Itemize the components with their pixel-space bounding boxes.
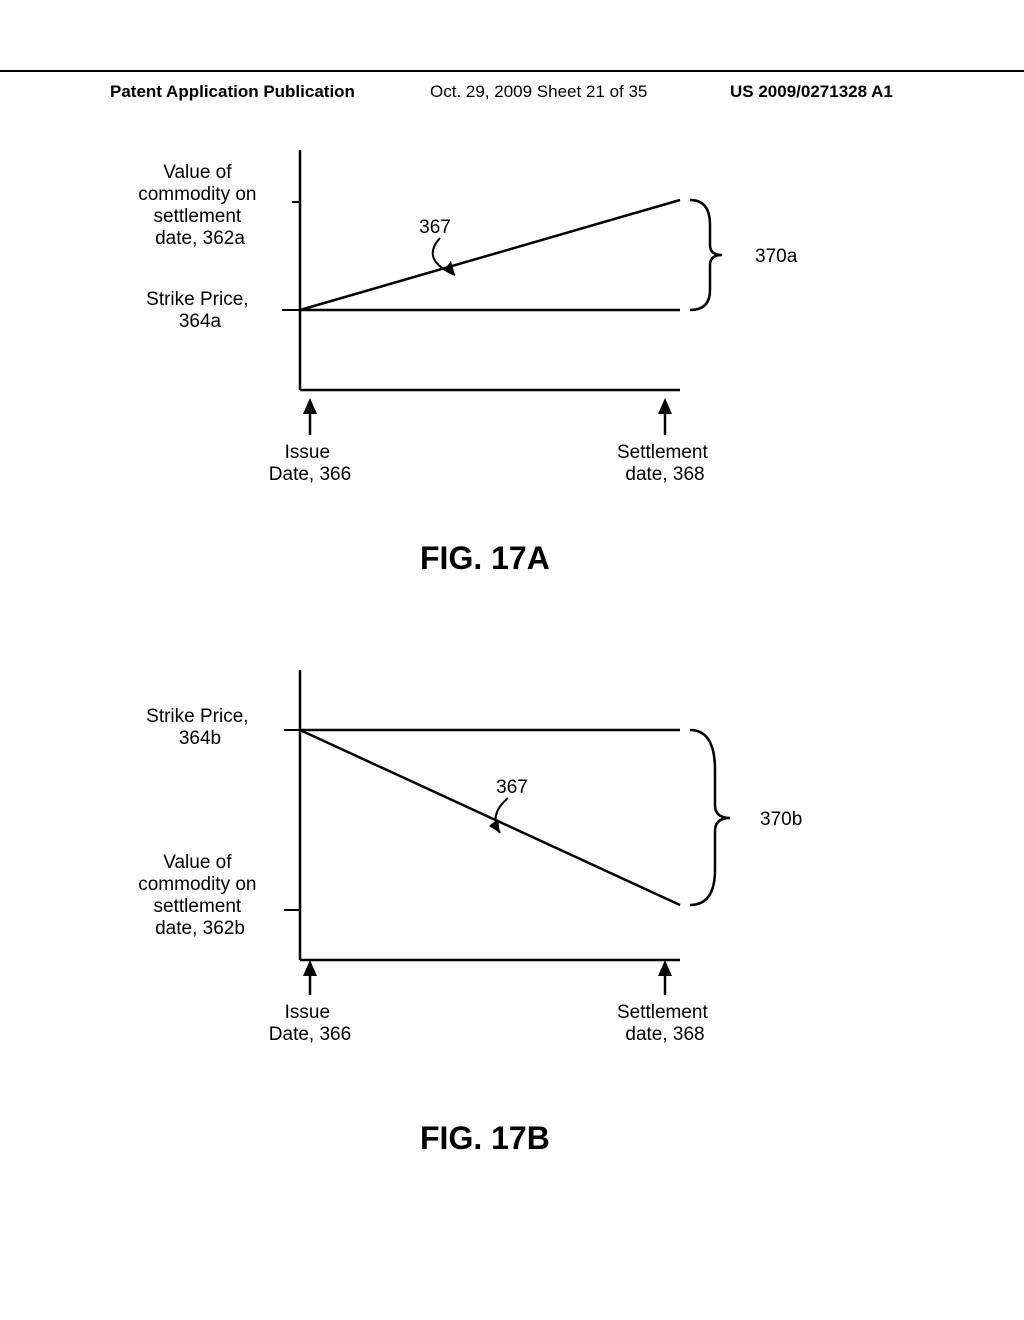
fig-a-issue-arrowhead [303,398,317,414]
patent-page: Patent Application Publication Oct. 29, … [0,0,1024,1320]
fig-a-label-370a: 370a [755,246,798,267]
header-middle: Oct. 29, 2009 Sheet 21 of 35 [430,82,647,102]
fig-a-ylabel-top: Value of commodity on settlement date, 3… [138,162,262,249]
figure-17a: 367 370a Value of commodity on settlemen… [0,130,1024,580]
fig-a-xlabel-issue: Issue Date, 366 [269,442,351,485]
fig-a-xlabel-settle: Settlement date, 368 [617,442,713,485]
fig-a-diagonal-367 [300,200,680,310]
fig-a-brace-370a [690,200,722,310]
header-right: US 2009/0271328 A1 [730,82,893,102]
fig-a-ylabel-strike: Strike Price, 364a [146,289,254,332]
fig-b-ylabel-strike: Strike Price, 364b [146,706,254,749]
fig-b-issue-arrowhead [303,960,317,976]
fig-b-label-367: 367 [496,777,528,798]
fig-b-ylabel-bottom: Value of commodity on settlement date, 3… [138,852,262,939]
fig-a-label-367: 367 [419,217,451,238]
fig-a-settle-arrowhead [658,398,672,414]
figure-17b: 367 370b Strike Price, 364b Value of com… [0,640,1024,1120]
fig-b-diagonal-367 [300,730,680,905]
fig-17a-title: FIG. 17A [420,540,550,577]
fig-17b-title: FIG. 17B [420,1120,550,1157]
fig-b-xlabel-issue: Issue Date, 366 [269,1002,351,1045]
fig-b-settle-arrowhead [658,960,672,976]
fig-b-xlabel-settle: Settlement date, 368 [617,1002,713,1045]
fig-b-label-370b: 370b [760,809,802,830]
fig-b-brace-370b [690,730,730,905]
page-header: Patent Application Publication Oct. 29, … [0,70,1024,80]
header-left: Patent Application Publication [110,82,355,102]
